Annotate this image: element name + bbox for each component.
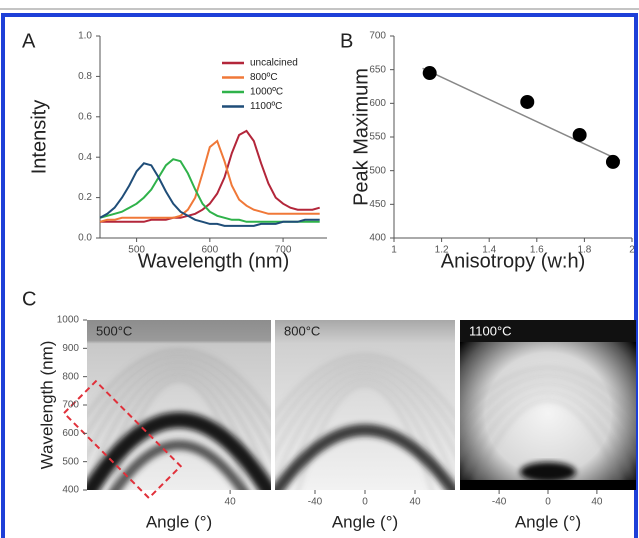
x-tick-label: 40 [225, 497, 237, 508]
band [275, 354, 455, 417]
band [87, 349, 271, 417]
y-tick-label: 0.0 [78, 233, 92, 244]
spectrum-line [99, 162, 320, 227]
y-tick-label: 0.8 [78, 71, 92, 82]
panel-letter: A [22, 30, 36, 52]
background [460, 320, 636, 490]
heatmap-image [460, 320, 636, 490]
spectrum-line [100, 129, 320, 223]
x-axis-title: Wavelength (nm) [138, 250, 290, 272]
y-tick-label: 550 [369, 132, 386, 143]
x-tick-label: 700 [275, 245, 292, 256]
x-tick-label: 40 [591, 497, 603, 508]
y-tick-label: 700 [62, 400, 79, 411]
band [87, 367, 271, 488]
y-tick-label: 650 [369, 64, 386, 75]
fit-line [422, 67, 621, 162]
spot [520, 462, 576, 482]
y-tick-label: 1000 [57, 315, 80, 326]
legend-label: 1100ºC [250, 101, 282, 112]
band [275, 360, 455, 434]
x-tick-label: -40 [492, 497, 507, 508]
y-tick-label: 700 [369, 31, 386, 42]
y-axis-title: Intensity [28, 100, 50, 174]
dark-base [460, 480, 636, 490]
band [87, 355, 271, 435]
y-tick-label: 0.6 [78, 111, 92, 122]
heatmap-image [87, 320, 271, 490]
x-tick-label: 1.8 [577, 245, 591, 256]
spectrum-line [99, 158, 320, 223]
x-tick-label: 2 [629, 245, 635, 256]
y-tick-label: 600 [62, 428, 79, 439]
band [471, 399, 625, 490]
legend-label: uncalcined [250, 58, 298, 69]
y-tick-label: 500 [369, 165, 386, 176]
spectrum-line [99, 139, 320, 223]
y-axis-title: Wavelength (nm) [37, 341, 56, 470]
panel-title: 1100°C [469, 323, 512, 338]
band [87, 412, 271, 490]
data-point [605, 154, 620, 169]
y-tick-label: 0.4 [78, 152, 92, 163]
y-tick-label: 800 [62, 371, 79, 382]
x-axis-title: Angle (°) [146, 512, 212, 531]
data-point [422, 66, 437, 81]
x-axis-title: Angle (°) [515, 512, 581, 531]
y-axis-title: Peak Maximum [350, 68, 372, 206]
band [275, 424, 455, 490]
data-point [520, 94, 535, 109]
panel-letter: B [340, 30, 353, 52]
y-tick-label: 400 [62, 485, 79, 496]
band [97, 373, 261, 490]
x-axis-title: Angle (°) [332, 512, 398, 531]
band [460, 375, 636, 437]
x-tick-label: 1.6 [530, 245, 544, 256]
x-tick-label: -40 [308, 497, 323, 508]
x-tick-label: 600 [201, 245, 218, 256]
x-tick-label: 40 [409, 497, 421, 508]
band [460, 367, 636, 420]
band [460, 383, 636, 458]
x-tick-label: 1.4 [482, 245, 496, 256]
x-tick-label: 500 [128, 245, 145, 256]
highlight-box [62, 379, 183, 500]
frame [1, 13, 638, 538]
top-band [460, 320, 636, 342]
panel-title: 500°C [96, 323, 132, 338]
data-point [572, 127, 587, 142]
x-axis-title: Anisotropy (w:h) [441, 250, 586, 272]
y-tick-label: 600 [369, 98, 386, 109]
panel-letter: C [22, 288, 36, 310]
band [283, 378, 447, 490]
legend-label: 800ºC [250, 72, 278, 83]
band [87, 361, 271, 458]
legend-label: 1000ºC [250, 87, 283, 98]
y-tick-label: 500 [62, 456, 79, 467]
heatmap-image [275, 320, 455, 490]
x-tick-label: 0 [362, 497, 368, 508]
y-tick-label: 400 [369, 233, 386, 244]
band [275, 366, 455, 456]
y-tick-label: 900 [62, 343, 79, 354]
x-tick-label: 1 [391, 245, 397, 256]
x-tick-label: 1.2 [435, 245, 449, 256]
y-tick-label: 1.0 [78, 31, 92, 42]
band [460, 391, 636, 486]
panel-title: 800°C [284, 323, 320, 338]
y-tick-label: 0.2 [78, 192, 92, 203]
y-tick-label: 450 [369, 199, 386, 210]
x-tick-label: 0 [545, 497, 551, 508]
band [275, 372, 455, 483]
